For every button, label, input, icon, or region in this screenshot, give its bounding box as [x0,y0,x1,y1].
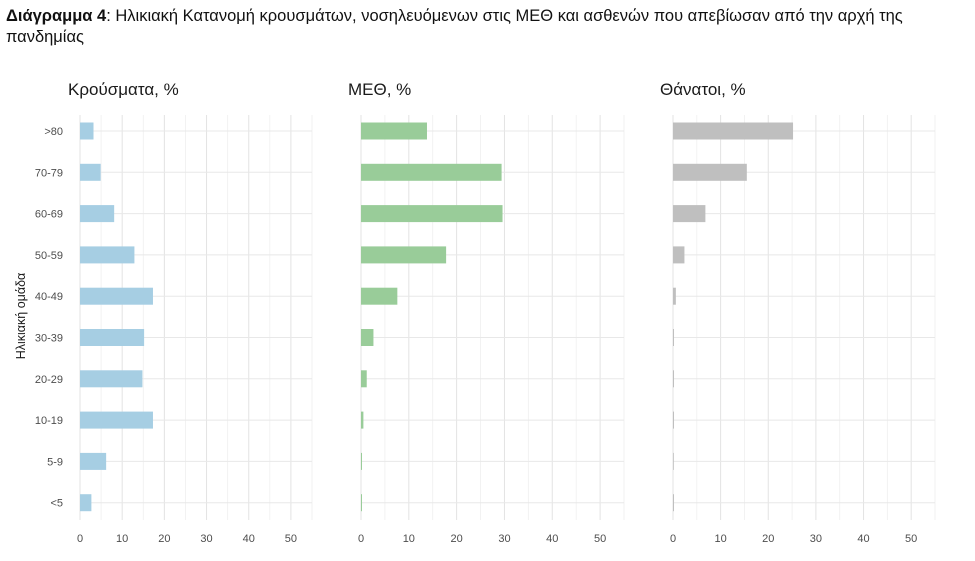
bar-20-29 [361,370,367,388]
bar-40-49 [80,287,153,305]
y-tick-label: 5-9 [47,456,63,468]
figure-caption: Διάγραμμα 4: Ηλικιακή Κατανομή κρουσμάτω… [6,6,961,48]
x-tick-label: 40 [243,533,255,545]
y-tick-label: 50-59 [35,250,63,262]
x-tick-label: 20 [451,533,463,545]
panel-title: ΜΕΘ, % [348,80,411,99]
bar-40-49 [361,287,398,305]
x-tick-label: 20 [762,533,774,545]
x-tick-label: 30 [498,533,510,545]
bar-10-19 [80,411,153,429]
x-tick-label: 50 [905,533,917,545]
bar-50-59 [673,246,685,264]
bar-5-9 [361,452,362,470]
bar-30-39 [673,329,674,346]
bar->80 [361,122,427,140]
x-tick-label: 50 [594,533,606,545]
bar-60-69 [80,205,115,223]
x-tick-label: 10 [403,533,415,545]
x-tick-label: 0 [670,533,676,545]
y-axis-label-group: Ηλικιακή ομάδα [14,273,28,360]
panel-1: Κρούσματα, % 0 10 20 30 40 50 [68,80,313,545]
x-tick-label: 40 [546,533,558,545]
bar-<5 [673,494,674,512]
y-axis-label: Ηλικιακή ομάδα [14,273,28,360]
bar-10-19 [673,411,674,429]
bar-70-79 [673,163,747,181]
bar-30-39 [80,329,145,346]
bar-50-59 [80,246,135,264]
bar-5-9 [673,452,674,470]
caption-text: : Ηλικιακή Κατανομή κρουσμάτων, νοσηλευό… [6,7,903,46]
x-tick-label: 40 [857,533,869,545]
bar-30-39 [361,329,374,346]
y-tick-label: 10-19 [35,415,63,427]
x-tick-label: 30 [810,533,822,545]
y-tick-label: <5 [50,498,63,510]
caption-prefix: Διάγραμμα 4 [6,7,107,25]
panel-title: Κρούσματα, % [68,80,179,99]
y-tick-label: >80 [44,126,63,138]
bar-5-9 [80,452,107,470]
bar-<5 [361,494,362,512]
panel-title: Θάνατοι, % [660,80,746,99]
bar-60-69 [673,205,706,223]
bar-70-79 [361,163,502,181]
y-tick-label: 30-39 [35,333,63,345]
x-tick-label: 10 [116,533,128,545]
y-tick-label: 60-69 [35,209,63,221]
bar-70-79 [80,163,101,181]
bar-20-29 [673,370,674,388]
bar-10-19 [361,411,364,429]
bar->80 [673,122,794,140]
y-tick-label: 40-49 [35,291,63,303]
y-tick-label: 20-29 [35,374,63,386]
bar-<5 [80,494,92,512]
x-tick-label: 0 [358,533,364,545]
panel-2: ΜΕΘ, % 0 10 20 30 40 50 [348,80,625,545]
x-tick-label: 20 [158,533,170,545]
x-tick-label: 0 [77,533,83,545]
bar-60-69 [361,205,503,223]
panel-3: Θάνατοι, % 0 10 20 30 40 50 [660,80,936,545]
bar-40-49 [673,287,676,305]
y-tick-label: 70-79 [35,167,63,179]
x-tick-label: 30 [200,533,212,545]
y-tick-labels: >80 70-79 60-69 50-59 40-49 30-39 20-29 10-19 5-… [35,126,63,510]
chart-panels: Κρούσματα, % 0 10 20 30 40 50 ΜΕΘ, % 0 10 20 30 40 50… [35,80,936,545]
bar-20-29 [80,370,143,388]
bar->80 [80,122,94,140]
x-tick-label: 10 [715,533,727,545]
bar-50-59 [361,246,447,264]
x-tick-label: 50 [285,533,297,545]
